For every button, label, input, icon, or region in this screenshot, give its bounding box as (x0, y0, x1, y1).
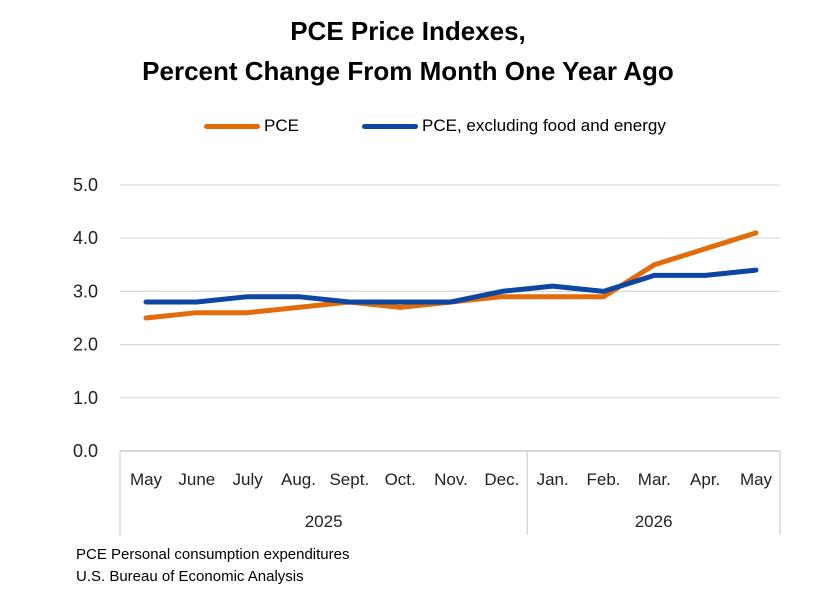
chart-title: PCE Price Indexes, (290, 16, 526, 46)
series-line-core-pce (143, 267, 759, 305)
x-tick-label: July (233, 470, 264, 489)
x-tick-label: Sept. (329, 470, 369, 489)
x-tick-label: Nov. (434, 470, 468, 489)
y-tick-label: 1.0 (73, 388, 98, 408)
x-tick-label: June (178, 470, 215, 489)
y-tick-label: 0.0 (73, 441, 98, 461)
x-tick-label: Dec. (484, 470, 519, 489)
chart-legend: PCE PCE, excluding food and energy (0, 114, 816, 138)
legend-label-pce: PCE (264, 116, 299, 135)
y-tick-label: 5.0 (73, 175, 98, 195)
legend-item-core-pce: PCE, excluding food and energy (362, 114, 666, 138)
legend-label-core-pce: PCE, excluding food and energy (422, 116, 666, 135)
x-tick-label: May (740, 470, 773, 489)
chart-subtitle: Percent Change From Month One Year Ago (142, 56, 674, 86)
x-tick-label: Mar. (638, 470, 671, 489)
x-tick-label: Oct. (385, 470, 416, 489)
legend-swatch-pce (204, 123, 260, 129)
x-tick-label: Feb. (586, 470, 620, 489)
y-tick-label: 3.0 (73, 281, 98, 301)
legend-item-pce: PCE (204, 114, 299, 138)
x-tick-label: May (130, 470, 163, 489)
x-tick-label: Aug. (281, 470, 316, 489)
y-tick-label: 4.0 (73, 228, 98, 248)
year-group-label: 2025 (305, 512, 343, 531)
footer-source: U.S. Bureau of Economic Analysis (76, 568, 304, 585)
legend-swatch-core-pce (362, 123, 418, 129)
footer-note: PCE Personal consumption expenditures (76, 546, 350, 563)
x-tick-label: Apr. (690, 470, 720, 489)
year-group-label: 2026 (635, 512, 673, 531)
y-tick-label: 2.0 (73, 335, 98, 355)
x-tick-label: Jan. (537, 470, 569, 489)
